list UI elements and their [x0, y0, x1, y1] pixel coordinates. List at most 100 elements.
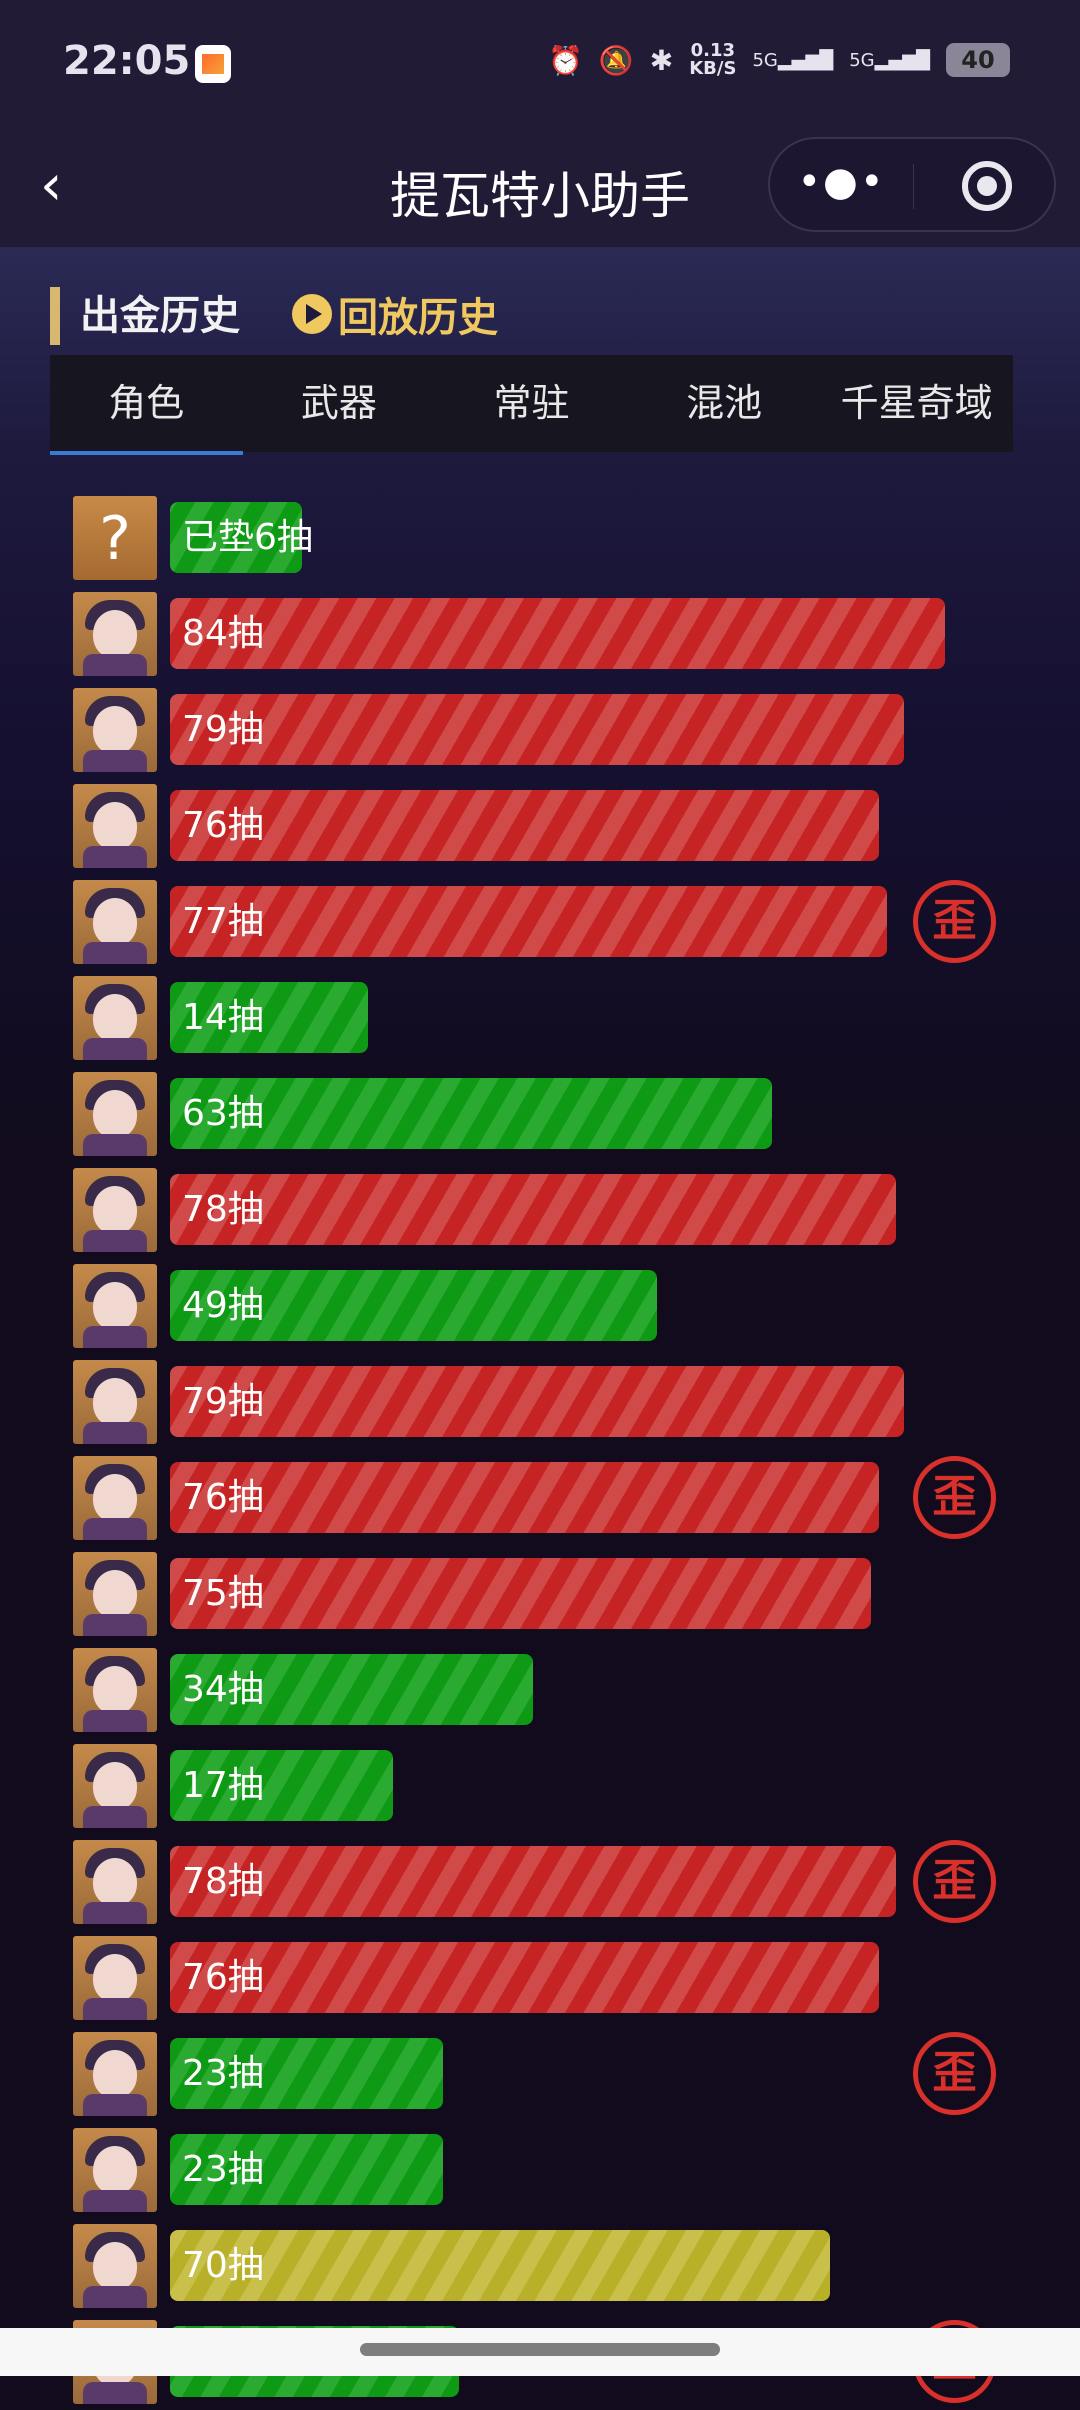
tab-bar: 角色 武器 常驻 混池 千星奇域: [50, 355, 1013, 455]
avatar-body: [83, 1518, 147, 1540]
sim2-label: 5G: [849, 49, 875, 71]
avatar-face: [93, 2050, 137, 2098]
play-icon: [292, 294, 332, 334]
replay-history-button[interactable]: 回放历史: [292, 285, 498, 343]
character-avatar: [73, 2224, 157, 2308]
record-row: 14抽: [0, 970, 1080, 1066]
pull-count-bar: 14抽: [170, 982, 369, 1053]
tab-mixed[interactable]: 混池: [686, 381, 763, 425]
lost-5050-badge: 歪: [913, 2032, 996, 2115]
avatar-body: [83, 1902, 147, 1924]
avatar-face: [93, 2242, 137, 2290]
pull-count-bar: 79抽: [170, 694, 904, 765]
content: 出金历史 回放历史 角色 武器 常驻 混池 千星奇域 ? 已垫6抽 84抽 79抽 76…: [0, 247, 1080, 2404]
avatar-body: [83, 942, 147, 964]
avatar-body: [83, 1614, 147, 1636]
miniapp-capsule: •●•: [768, 137, 1056, 232]
more-button[interactable]: •●•: [797, 159, 886, 205]
lost-5050-badge: 歪: [913, 1840, 996, 1923]
avatar-face: [93, 1474, 137, 1522]
character-avatar: [73, 784, 157, 868]
avatar-face: [93, 1666, 137, 1714]
record-row: 63抽: [0, 1066, 1080, 1162]
character-avatar: [73, 688, 157, 772]
avatar-face: [93, 610, 137, 658]
avatar-face: [93, 1858, 137, 1906]
pull-count-bar: 76抽: [170, 790, 880, 861]
replay-label: 回放历史: [338, 295, 498, 341]
record-row: 17抽: [0, 1738, 1080, 1834]
tab-character[interactable]: 角色: [50, 355, 243, 455]
record-row: 77抽歪: [0, 874, 1080, 970]
character-avatar: [73, 2128, 157, 2212]
avatar-body: [83, 1326, 147, 1348]
character-avatar: [73, 1264, 157, 1348]
pull-count-bar: 63抽: [170, 1078, 773, 1149]
close-target-button[interactable]: [962, 161, 1012, 211]
avatar-face: [93, 994, 137, 1042]
character-avatar: [73, 976, 157, 1060]
record-row: 49抽: [0, 1258, 1080, 1354]
pull-count-bar: 78抽: [170, 1174, 896, 1245]
avatar-body: [83, 1038, 147, 1060]
section-accent: [50, 287, 60, 345]
avatar-face: [93, 1954, 137, 2002]
avatar-face: [93, 1186, 137, 1234]
character-avatar: [73, 592, 157, 676]
capsule-divider: [913, 164, 914, 209]
record-row: 34抽: [0, 1642, 1080, 1738]
pull-count-bar: 75抽: [170, 1558, 871, 1629]
avatar-body: [83, 1422, 147, 1444]
avatar-face: [93, 802, 137, 850]
avatar-face: [93, 706, 137, 754]
record-row: ? 已垫6抽: [0, 490, 1080, 586]
record-row: 76抽: [0, 1930, 1080, 2026]
record-row: 84抽: [0, 586, 1080, 682]
pull-count-bar: 23抽: [170, 2134, 443, 2205]
record-row: 23抽: [0, 2122, 1080, 2218]
clock: 22:05: [63, 38, 191, 84]
character-avatar: [73, 880, 157, 964]
pull-count-bar: 17抽: [170, 1750, 394, 1821]
tab-miliastra[interactable]: 千星奇域: [840, 381, 993, 425]
tab-standard[interactable]: 常驻: [493, 381, 570, 425]
page-title: 提瓦特小助手: [390, 167, 690, 225]
pull-count-bar: 70抽: [170, 2230, 830, 2301]
character-avatar: [73, 2032, 157, 2116]
tab-weapon[interactable]: 武器: [300, 381, 377, 425]
record-row: 76抽歪: [0, 1450, 1080, 1546]
home-handle[interactable]: [360, 2343, 720, 2356]
pull-count-bar: 76抽: [170, 1462, 880, 1533]
section-title: 出金历史: [80, 293, 240, 339]
character-avatar: [73, 1744, 157, 1828]
avatar-body: [83, 2286, 147, 2308]
alarm-icon: ⏰: [548, 43, 583, 77]
record-row: 70抽: [0, 2218, 1080, 2314]
avatar-face: [93, 1282, 137, 1330]
battery-icon: 40: [946, 43, 1010, 77]
avatar-body: [83, 2190, 147, 2212]
record-row: 78抽歪: [0, 1834, 1080, 1930]
notification-app-icon: [195, 45, 231, 83]
nav-bar: ‹ 提瓦特小助手 •●•: [0, 130, 1080, 247]
character-avatar: [73, 1360, 157, 1444]
pull-count-bar: 49抽: [170, 1270, 657, 1341]
pull-count-bar: 77抽: [170, 886, 888, 957]
back-button[interactable]: ‹: [40, 153, 63, 218]
character-avatar: [73, 1456, 157, 1540]
pull-count-bar: 34抽: [170, 1654, 534, 1725]
avatar-body: [83, 1230, 147, 1252]
record-row: 76抽: [0, 778, 1080, 874]
avatar-face: [93, 898, 137, 946]
net-speed: 0.13 KB/S: [689, 42, 736, 78]
character-avatar: ?: [73, 496, 157, 580]
signal-icon-sim2: 5G▂▄▆█: [849, 49, 930, 71]
record-row: 23抽 歪: [0, 2026, 1080, 2122]
bluetooth-icon: ✱: [649, 43, 674, 77]
character-avatar: [73, 1936, 157, 2020]
record-row: 75抽: [0, 1546, 1080, 1642]
gesture-bar: [0, 2328, 1080, 2376]
character-avatar: [73, 1168, 157, 1252]
record-row: 78抽: [0, 1162, 1080, 1258]
net-speed-unit: KB/S: [689, 58, 737, 79]
